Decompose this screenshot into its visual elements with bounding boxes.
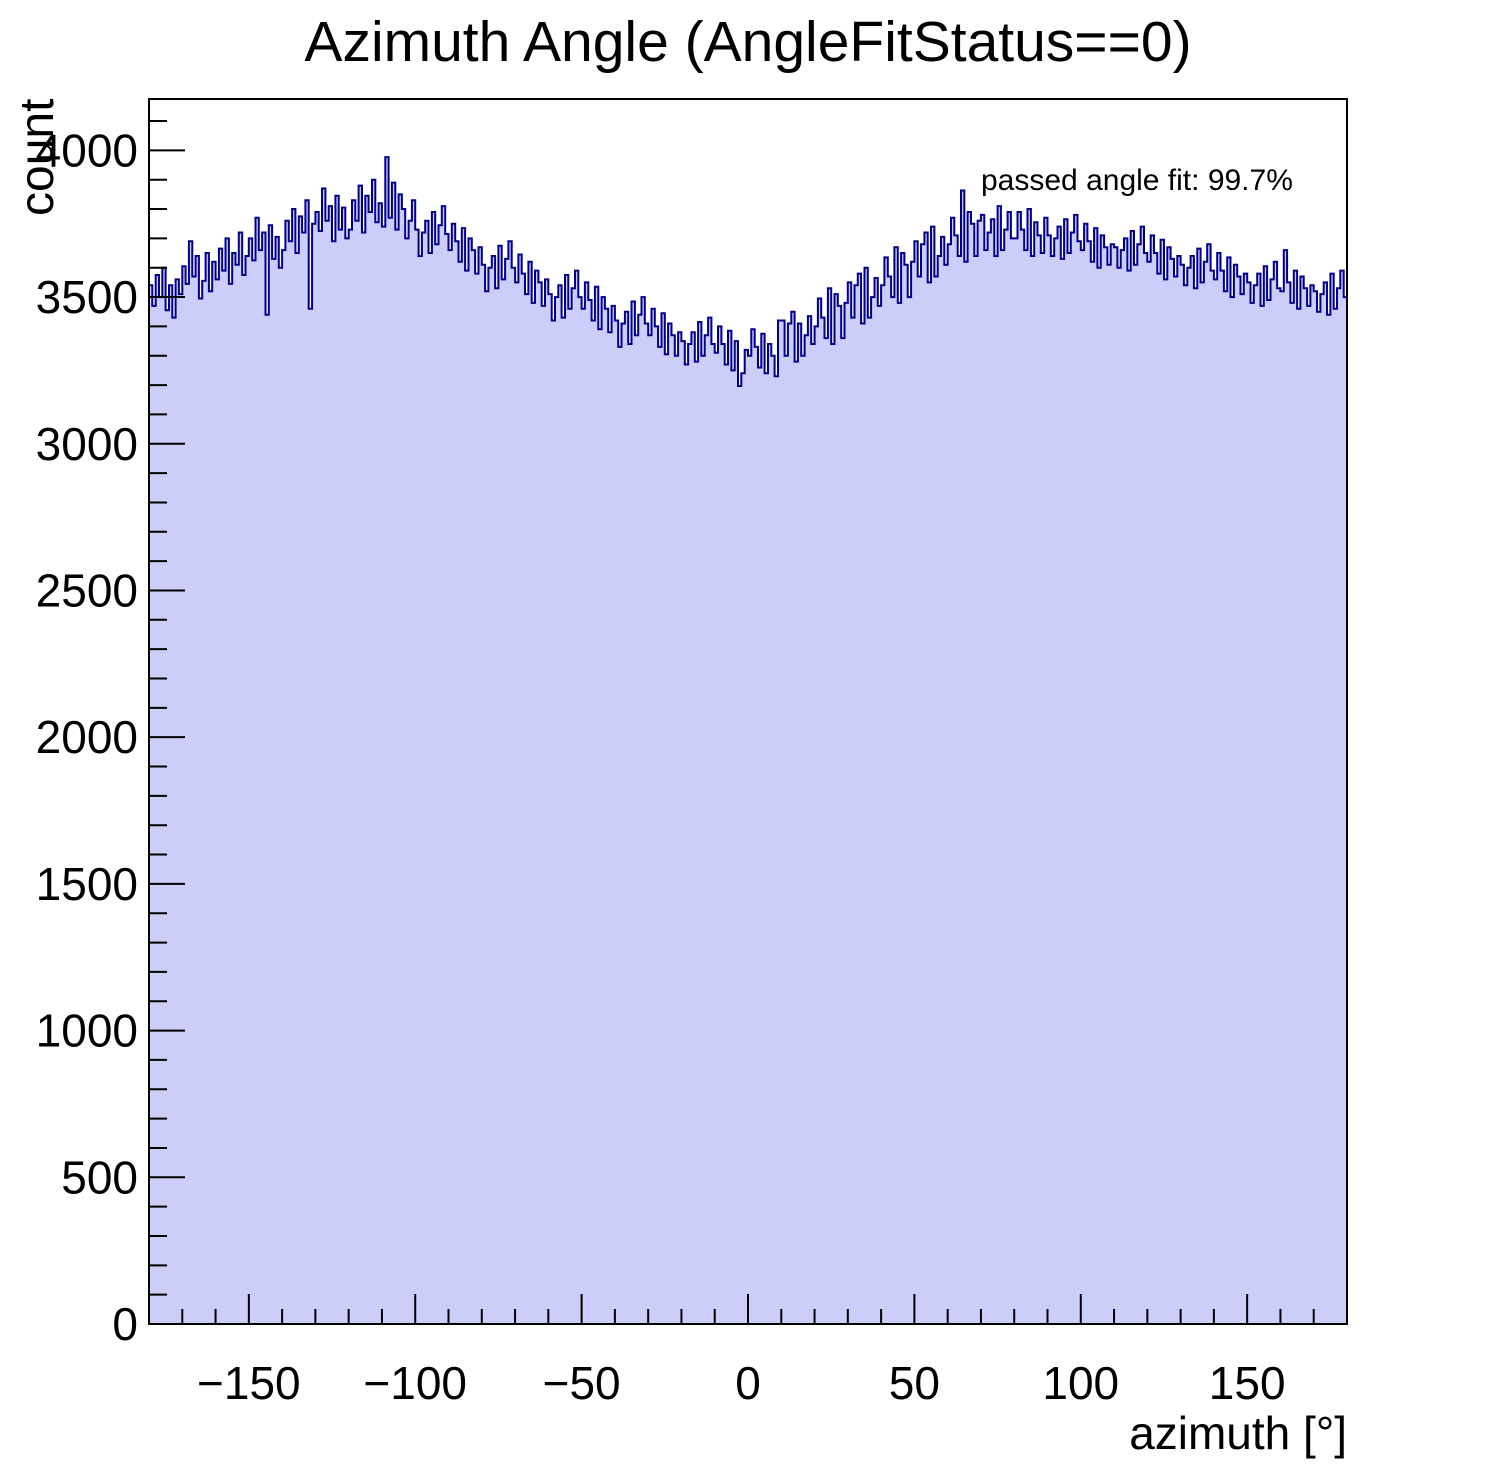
histogram-outline bbox=[149, 156, 1347, 387]
x-tick-label: 0 bbox=[735, 1357, 761, 1409]
y-tick-label: 4000 bbox=[36, 124, 138, 176]
x-tick-label: 50 bbox=[889, 1357, 940, 1409]
y-tick-label: 500 bbox=[61, 1151, 138, 1203]
annotation-passed-angle-fit: passed angle fit: 99.7% bbox=[981, 164, 1293, 197]
x-tick-label: 100 bbox=[1042, 1357, 1119, 1409]
y-tick-label: 1000 bbox=[36, 1005, 138, 1057]
y-tick-label: 2500 bbox=[36, 564, 138, 616]
y-axis-title: count bbox=[11, 98, 64, 216]
y-tick-label: 2000 bbox=[36, 711, 138, 763]
y-tick-label: 0 bbox=[112, 1298, 138, 1350]
y-tick-label: 3000 bbox=[36, 418, 138, 470]
plot-title: Azimuth Angle (AngleFitStatus==0) bbox=[304, 10, 1192, 74]
x-tick-label: −50 bbox=[543, 1357, 621, 1409]
x-tick-label: −100 bbox=[363, 1357, 467, 1409]
y-tick-label: 3500 bbox=[36, 271, 138, 323]
y-tick-label: 1500 bbox=[36, 858, 138, 910]
x-tick-label: 150 bbox=[1209, 1357, 1286, 1409]
histogram-area bbox=[149, 157, 1347, 1325]
x-tick-label: −150 bbox=[197, 1357, 301, 1409]
x-axis-title: azimuth [°] bbox=[1129, 1407, 1347, 1459]
